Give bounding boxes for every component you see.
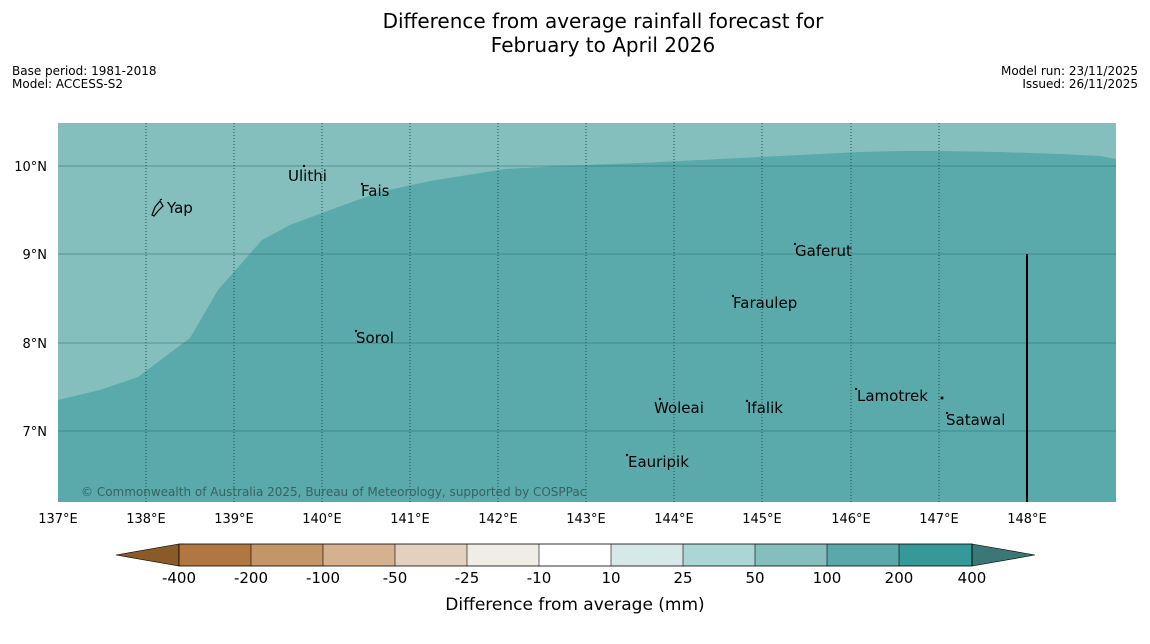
- colorbar-tick: -25: [455, 569, 480, 587]
- colorbar-tick: 50: [745, 569, 764, 587]
- model-name: Model: ACCESS-S2: [12, 77, 124, 91]
- longitude-gridlines: [145, 123, 940, 502]
- place-label: Yap: [166, 199, 193, 217]
- colorbar-tick: -50: [383, 569, 408, 587]
- colorbar-bin: [395, 544, 467, 566]
- lon-label: 147°E: [919, 512, 959, 527]
- colorbar-bin: [755, 544, 827, 566]
- place-label: Ulithi: [288, 167, 327, 185]
- lon-label: 148°E: [1007, 512, 1047, 527]
- colorbar-tick: 25: [673, 569, 692, 587]
- place-label: Lamotrek: [857, 387, 928, 405]
- colorbar-bin: [323, 544, 395, 566]
- metadata-right: Model run: 23/11/2025 Issued: 26/11/2025: [1001, 65, 1138, 91]
- colorbar-arrow-high: [971, 543, 1036, 567]
- place-label: Faraulep: [733, 294, 797, 312]
- colorbar-bin: [899, 544, 972, 566]
- base-period: Base period: 1981-2018: [12, 64, 157, 78]
- chart-title: Difference from average rainfall forecas…: [0, 9, 1150, 57]
- colorbar-bin: [683, 544, 755, 566]
- colorbar-bin: [467, 544, 539, 566]
- place-label: Satawal: [946, 411, 1005, 429]
- lon-label: 144°E: [654, 512, 694, 527]
- place-label: Sorol: [356, 329, 394, 347]
- place-label: Ifalik: [747, 399, 783, 417]
- colorbar-bin: [539, 544, 611, 566]
- colorbar-bin: [827, 544, 899, 566]
- lon-label: 146°E: [831, 512, 871, 527]
- colorbar-tick: 100: [813, 569, 842, 587]
- lat-label: 9°N: [23, 248, 48, 263]
- metadata-left: Base period: 1981-2018 Model: ACCESS-S2: [12, 65, 157, 91]
- model-run: Model run: 23/11/2025: [1000, 64, 1138, 78]
- lat-label: 7°N: [23, 425, 48, 440]
- colorbar-arrow-low: [115, 543, 180, 567]
- colorbar-tick: -400: [162, 569, 196, 587]
- lon-label: 139°E: [214, 512, 254, 527]
- colorbar-bin: [179, 544, 251, 566]
- copyright-notice: © Commonwealth of Australia 2025, Bureau…: [81, 485, 586, 499]
- lon-label: 143°E: [566, 512, 606, 527]
- lat-label: 8°N: [23, 337, 48, 352]
- lon-label: 141°E: [390, 512, 430, 527]
- colorbar-tick: -200: [234, 569, 268, 587]
- colorbar-tick: 200: [885, 569, 914, 587]
- lon-label: 138°E: [126, 512, 166, 527]
- place-label: Woleai: [654, 399, 704, 417]
- title-line-2: February to April 2026: [490, 33, 716, 57]
- colorbar-tick: 400: [958, 569, 987, 587]
- colorbar: -400 -200 -100 -50 -25 -10 10 25 50 100 …: [115, 543, 1036, 615]
- colorbar-title: Difference from average (mm): [445, 595, 704, 615]
- place-label: Fais: [361, 182, 390, 200]
- place-label: Eauripik: [628, 453, 689, 471]
- colorbar-bin: [251, 544, 323, 566]
- lon-label: 137°E: [38, 512, 78, 527]
- map-panel: Yap Ulithi Fais Gaferut Faraulep Sorol W…: [58, 123, 1116, 502]
- lon-label: 145°E: [742, 512, 782, 527]
- yap-island-outline: [151, 198, 164, 217]
- islands: [151, 164, 949, 457]
- lon-label: 140°E: [302, 512, 342, 527]
- issued-date: Issued: 26/11/2025: [1022, 77, 1138, 91]
- colorbar-tick: -100: [306, 569, 340, 587]
- colorbar-bin: [611, 544, 683, 566]
- lon-label: 142°E: [478, 512, 518, 527]
- colorbar-tick: -10: [527, 569, 552, 587]
- lat-label: 10°N: [14, 160, 47, 175]
- place-label: Gaferut: [795, 242, 852, 260]
- colorbar-tick: 10: [601, 569, 620, 587]
- title-line-1: Difference from average rainfall forecas…: [382, 9, 824, 33]
